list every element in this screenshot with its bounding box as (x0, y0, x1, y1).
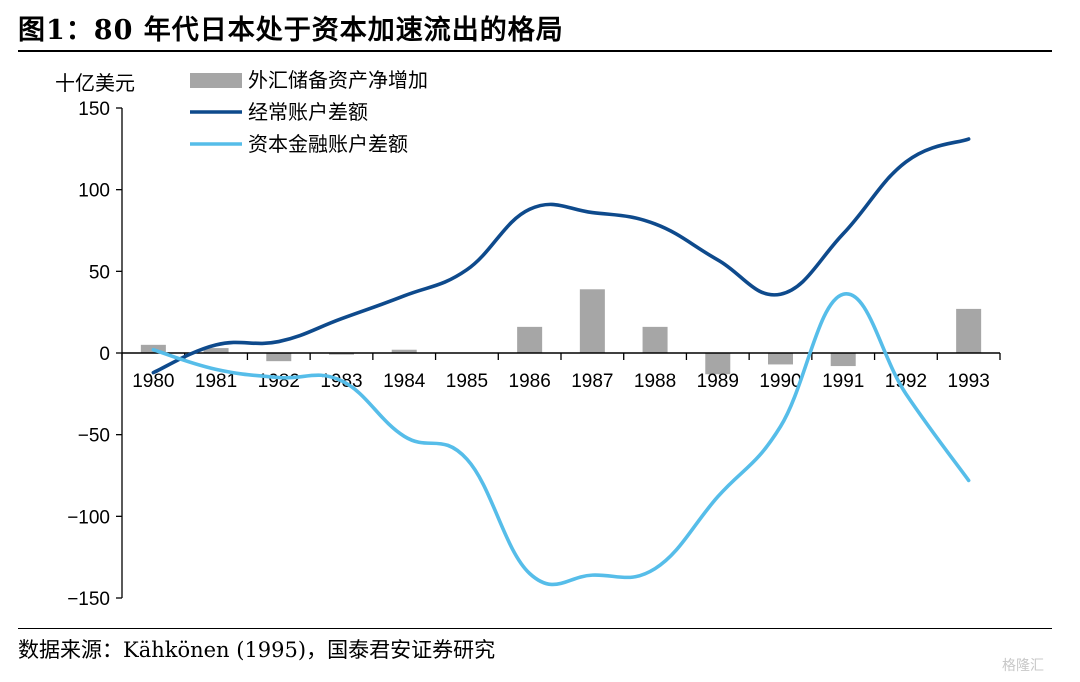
x-tick-label-1993: 1993 (948, 371, 990, 392)
source-note: 数据来源：Kähkönen (1995)，国泰君安证券研究 (18, 638, 496, 662)
y-tick-label: −50 (78, 426, 110, 447)
x-tick-label-1984: 1984 (383, 371, 426, 392)
chart-title: 图1：80 年代日本处于资本加速流出的格局 (18, 15, 564, 46)
footer-rule (18, 628, 1052, 629)
line-capital-financial-account (151, 292, 971, 587)
line-current-account (151, 137, 971, 375)
legend-reserve-assets-swatch (190, 73, 242, 88)
bar-reserve-1983 (329, 353, 354, 355)
y-tick-label: 0 (99, 344, 110, 365)
bar-reserve-1981 (203, 348, 229, 353)
title-rule (18, 50, 1052, 52)
legend-reserve-assets-label: 外汇储备资产净增加 (248, 68, 428, 92)
x-tick-label-1982: 1982 (258, 371, 300, 392)
legend-current-account-label: 经常账户差额 (248, 100, 368, 124)
x-tick-label-1980: 1980 (132, 371, 174, 392)
y-tick-label: 150 (78, 99, 110, 120)
y-tick-label: 100 (78, 181, 110, 202)
x-tick-label-1989: 1989 (697, 371, 739, 392)
bar-reserve-1993 (956, 308, 982, 353)
y-tick-label: 50 (89, 262, 110, 283)
bar-reserve-1989 (705, 353, 731, 375)
bar-reserve-1991 (830, 353, 856, 367)
bar-reserve-1986 (517, 326, 543, 353)
y-tick-label: −100 (67, 507, 110, 528)
x-tick-label-1985: 1985 (446, 371, 488, 392)
x-tick-label-1988: 1988 (634, 371, 676, 392)
bar-reserve-1984 (391, 349, 417, 353)
x-tick-label-1986: 1986 (509, 371, 551, 392)
x-tick-label-1987: 1987 (571, 371, 613, 392)
x-tick-label-1981: 1981 (195, 371, 237, 392)
watermark: 格隆汇 (1002, 658, 1044, 674)
bar-reserve-1990 (768, 353, 793, 365)
bar-reserve-1982 (266, 353, 292, 362)
legend-capital-financial-account-label: 资本金融账户差额 (248, 132, 408, 156)
y-tick-label: −150 (67, 589, 110, 610)
x-tick-label-1990: 1990 (759, 371, 801, 392)
x-tick-label-1991: 1991 (822, 371, 864, 392)
bar-reserve-1988 (642, 326, 668, 353)
y-axis-unit-label: 十亿美元 (55, 71, 135, 95)
bar-reserve-1987 (579, 289, 605, 353)
x-tick-label-1992: 1992 (885, 371, 927, 392)
